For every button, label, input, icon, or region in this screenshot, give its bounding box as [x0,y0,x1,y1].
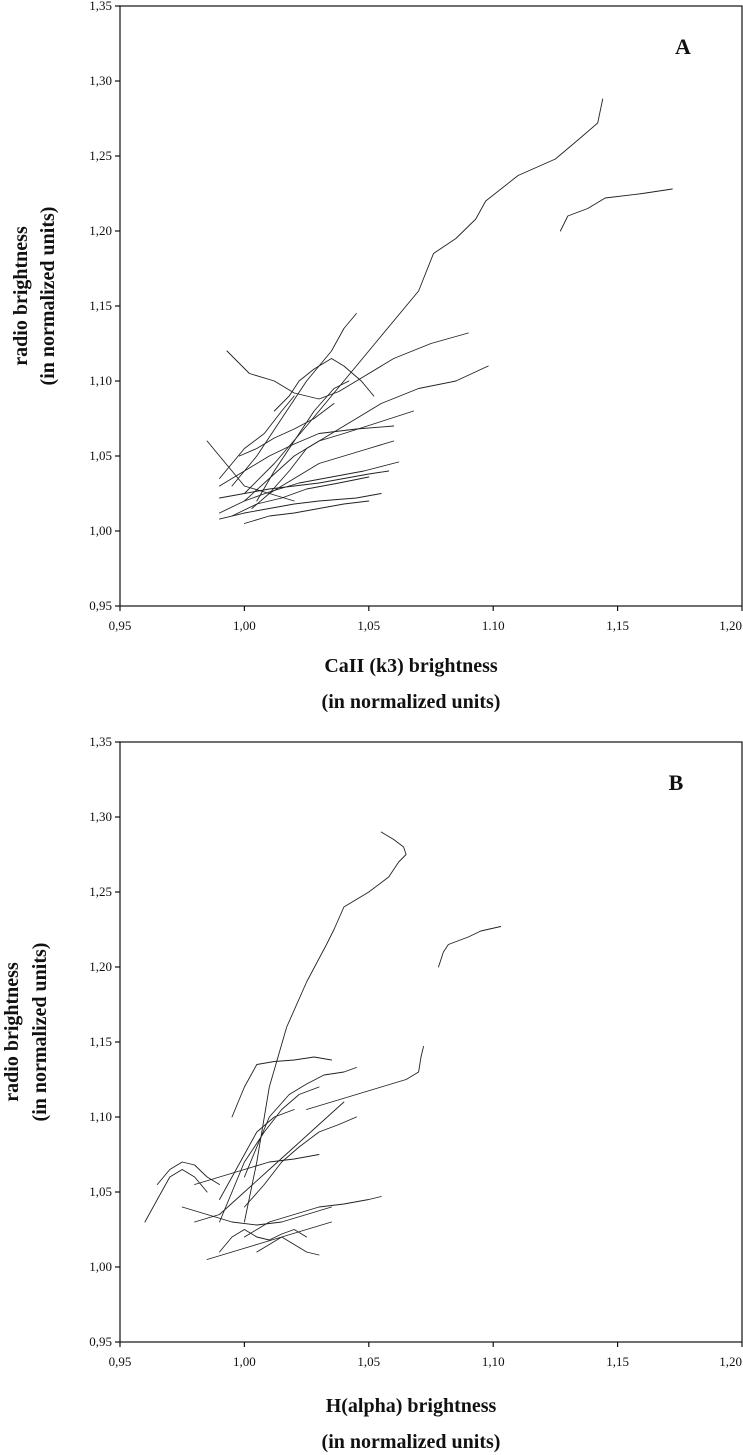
x-axis-label: (in normalized units) [322,1431,501,1453]
x-tick-label: 1,00 [233,618,256,633]
y-tick-label: 0,95 [89,598,112,613]
series-line-17 [243,500,370,524]
series-line-6 [219,1086,320,1223]
x-axis-label: (in normalized units) [322,691,501,713]
series-line-6 [243,410,415,502]
series-line-13 [219,470,390,499]
series-line-12 [273,358,375,412]
series-line-10 [206,440,295,502]
series-line-15 [219,395,295,479]
x-tick-label: 0,95 [109,618,132,633]
x-tick-label: 1.10 [482,618,505,633]
plot-frame [119,5,743,607]
series-line-8 [144,1169,208,1223]
panel-label: B [669,770,684,795]
y-tick-label: 1,15 [89,1034,112,1049]
x-tick-label: 1,05 [357,1354,380,1369]
series-line-10 [219,1229,308,1253]
series-line-7 [194,1101,345,1223]
series-line-5 [231,313,357,487]
y-tick-label: 1,15 [89,298,112,313]
x-tick-label: 1,15 [606,618,629,633]
y-axis-label: (in normalized units) [29,943,51,1122]
series-line-9 [231,476,370,517]
series-line-11 [243,1196,382,1238]
y-tick-label: 1,20 [89,959,112,974]
y-tick-label: 1,25 [89,148,112,163]
series-line-15 [219,1109,295,1200]
y-axis-label: radio brightness [10,226,32,366]
panel-label: A [675,34,691,59]
series-line-14 [238,403,335,457]
series-line-3 [306,1046,424,1110]
series-line-4 [251,365,489,509]
y-tick-label: 1,35 [89,734,112,749]
x-axis-label: CaII (k3) brightness [324,655,498,677]
x-tick-label: 1,20 [719,1354,742,1369]
y-tick-label: 1,20 [89,223,112,238]
series-line-1 [243,831,407,1223]
series-line-5 [243,1067,357,1178]
series-line-16 [219,493,382,520]
series-line-7 [219,425,395,487]
panel-b: 0,95 1,00 1,05 1,10 1,15 1,20 1,25 1,30 1,35 0,95… [1,734,743,1453]
x-tick-label: 1,20 [719,618,742,633]
series-line-1 [243,98,604,494]
y-tick-label: 0,95 [89,1334,112,1349]
x-tick-label: 1,00 [233,1354,256,1369]
y-tick-label: 1,05 [89,1184,112,1199]
series-line-16 [256,1236,320,1256]
series-line-11 [256,380,350,502]
series-line-9 [156,1161,220,1185]
series-line-14 [181,1206,332,1226]
y-tick-label: 1,00 [89,1259,112,1274]
y-tick-label: 1,30 [89,73,112,88]
series-line-17 [194,1154,320,1185]
series-line-2 [559,188,673,232]
y-axis-label: (in normalized units) [37,207,59,386]
y-tick-label: 1,10 [89,1109,112,1124]
series-line-13 [243,1116,357,1208]
x-axis-label: H(alpha) brightness [326,1395,497,1417]
y-tick-label: 1,00 [89,523,112,538]
series-line-18 [268,440,395,494]
y-tick-label: 1,05 [89,448,112,463]
y-tick-label: 1,35 [89,0,112,13]
plot-frame [119,741,743,1343]
y-tick-label: 1,10 [89,373,112,388]
x-tick-label: 1,10 [482,1354,505,1369]
series-line-3 [226,332,469,400]
panel-a: 0,95 1,00 1,05 1,10 1,15 1,20 1,25 1,30 1,35 0,95… [10,0,743,713]
series-line-2 [438,926,502,968]
x-tick-label: 1,05 [357,618,380,633]
series-line-4 [231,1056,332,1118]
series-line-8 [219,461,400,514]
y-tick-label: 1,30 [89,809,112,824]
x-tick-label: 0,95 [109,1354,132,1369]
y-axis-label: radio brightness [1,962,23,1102]
y-tick-label: 1,25 [89,884,112,899]
series-line-12 [206,1221,332,1260]
x-tick-label: 1,15 [606,1354,629,1369]
